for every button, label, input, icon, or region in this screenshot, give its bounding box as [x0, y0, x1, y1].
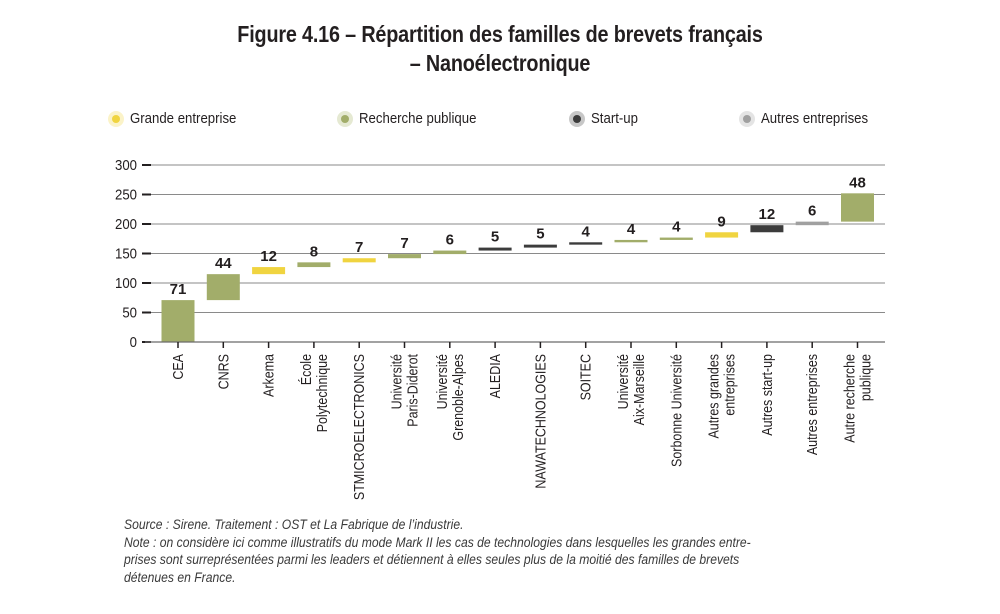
x-tick-label: Sorbonne Université — [668, 354, 684, 467]
source-text: Source : Sirene. Traitement : OST et La … — [124, 517, 464, 532]
bar — [659, 237, 693, 240]
bar — [478, 247, 512, 251]
bar — [297, 262, 331, 268]
data-label: 48 — [849, 174, 866, 191]
gridlines — [145, 164, 885, 313]
bar — [614, 239, 648, 243]
source-note: Source : Sirene. Traitement : OST et La … — [124, 516, 894, 586]
x-axis: CEA CNRS Arkema École Polytechnique STMICROEL… — [145, 341, 885, 500]
x-tick-label: Autre recherche — [842, 354, 858, 443]
x-tick-label: Arkema — [261, 354, 277, 397]
legend: Grande entreprise Recherche publique Sta… — [0, 110, 1000, 134]
x-tick-label: STMICROELECTRONICS — [351, 354, 367, 500]
y-tick-label: 50 — [122, 304, 137, 321]
bar — [841, 193, 874, 222]
x-tick-label: Autres grandes — [706, 354, 722, 439]
data-label: 12 — [260, 248, 277, 265]
legend-swatch-icon — [108, 110, 124, 127]
legend-item-autres-entreprises: Autres entreprises — [739, 110, 883, 127]
x-tick-label: CEA — [170, 354, 186, 380]
data-label: 4 — [627, 221, 636, 238]
bar — [750, 225, 784, 233]
chart-title-line-1: Figure 4.16 – Répartition des familles d… — [237, 21, 763, 47]
bar — [252, 267, 286, 275]
y-tick-label: 200 — [115, 215, 137, 232]
data-label: 8 — [310, 243, 318, 260]
x-tick-label: publique — [858, 354, 874, 401]
legend-label: Grande entreprise — [130, 110, 237, 127]
data-label: 44 — [215, 255, 232, 272]
chart-title-line-2: – Nanoélectronique — [409, 50, 591, 76]
bars — [161, 193, 874, 342]
y-tick-label: 250 — [115, 186, 137, 203]
legend-swatch-icon — [569, 110, 585, 127]
bar — [342, 258, 376, 263]
x-tick-label: Université — [434, 354, 450, 409]
y-tick-label: 0 — [130, 333, 137, 350]
y-tick-label: 300 — [115, 156, 137, 173]
chart-title: Figure 4.16 – Répartition des familles d… — [70, 20, 930, 78]
x-tick-label: entreprises — [722, 354, 738, 416]
legend-label: Autres entreprises — [761, 110, 869, 127]
y-axis: 0 50 100 150 200 250 300 — [115, 156, 151, 350]
data-label: 6 — [808, 203, 816, 220]
x-tick-label: Autres entreprises — [804, 354, 820, 455]
x-tick-label: NAWATECHNOLOGIES — [533, 354, 549, 489]
x-tick-label: Université — [389, 354, 405, 409]
bar — [705, 232, 739, 238]
legend-item-grande-entreprise: Grande entreprise — [108, 110, 251, 127]
x-tick-label: CNRS — [215, 354, 231, 389]
x-tick-label: Paris-Diderot — [405, 354, 421, 427]
data-label: 12 — [759, 206, 776, 223]
data-label: 9 — [717, 213, 725, 230]
bar — [795, 221, 829, 226]
legend-item-start-up: Start-up — [569, 110, 644, 127]
note-line-2: prises sont surreprésentées parmi les le… — [124, 552, 740, 567]
bar — [433, 250, 467, 255]
note-line-1: Note : on considère ici comme illustrati… — [124, 534, 751, 550]
data-label: 6 — [446, 232, 454, 249]
data-label: 4 — [672, 219, 681, 236]
bar — [523, 244, 557, 248]
data-label: 71 — [170, 281, 187, 298]
legend-swatch-icon — [337, 110, 353, 127]
data-label: 5 — [536, 226, 544, 243]
data-label: 7 — [400, 235, 408, 252]
x-tick-label: ALEDIA — [487, 354, 503, 398]
y-tick-label: 150 — [115, 245, 137, 262]
bar — [161, 300, 195, 342]
legend-item-recherche-publique: Recherche publique — [337, 110, 492, 127]
bar — [388, 254, 421, 259]
legend-swatch-icon — [739, 110, 755, 127]
data-label: 5 — [491, 229, 499, 246]
bar — [569, 242, 603, 245]
x-tick-label: Aix-Marseille — [631, 354, 647, 425]
x-tick-label: Autres start-up — [759, 354, 775, 436]
data-label: 4 — [582, 223, 591, 240]
x-tick-label: SOITEC — [578, 354, 594, 401]
x-tick-label: École — [298, 354, 314, 385]
x-tick-label: Université — [615, 354, 631, 409]
legend-label: Recherche publique — [359, 110, 477, 127]
y-tick-label: 100 — [115, 274, 137, 291]
bar — [206, 274, 240, 301]
legend-label: Start-up — [591, 110, 638, 127]
x-tick-label: Grenoble-Alpes — [450, 354, 466, 441]
data-label: 7 — [355, 239, 363, 256]
note-line-3: détenues en France. — [124, 569, 236, 585]
x-tick-label: Polytechnique — [314, 354, 330, 432]
